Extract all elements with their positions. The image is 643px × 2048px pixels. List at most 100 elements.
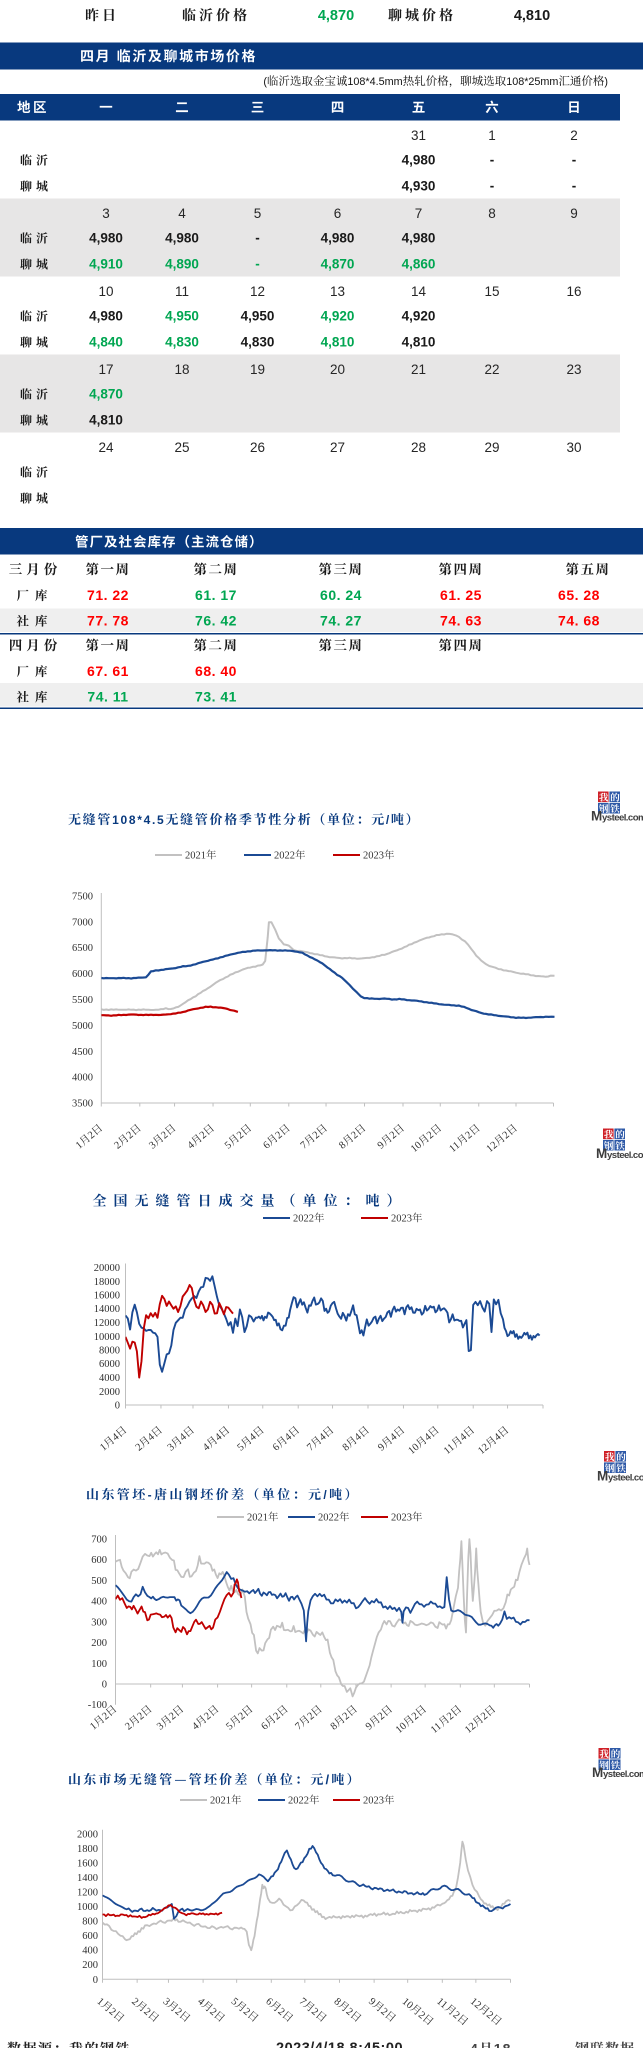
svg-text:4: 4 (470, 2041, 479, 2048)
svg-text:12: 12 (250, 284, 265, 299)
svg-text:10: 10 (409, 1140, 424, 1155)
svg-text:-: - (490, 179, 495, 194)
svg-text:12000: 12000 (94, 1318, 120, 1329)
svg-text:2: 2 (100, 1711, 111, 1723)
svg-text:4: 4 (423, 1431, 435, 1443)
svg-text:2: 2 (341, 1711, 352, 1723)
svg-text:8: 8 (337, 1140, 348, 1152)
svg-text:5: 5 (224, 1721, 235, 1733)
svg-text:2: 2 (306, 1711, 317, 1723)
svg-text:2023/4/18 8:45:00: 2023/4/18 8:45:00 (276, 2041, 403, 2048)
svg-text:8: 8 (488, 206, 496, 221)
svg-text:2: 2 (236, 1711, 247, 1723)
svg-text:2: 2 (445, 1711, 456, 1723)
svg-text:7: 7 (299, 1140, 310, 1152)
svg-text:/: / (386, 813, 391, 827)
svg-text:4,920: 4,920 (321, 309, 355, 324)
svg-text:108*25mm: 108*25mm (506, 76, 558, 88)
svg-text:4,870: 4,870 (321, 257, 355, 272)
svg-text:4,980: 4,980 (321, 231, 355, 246)
svg-text:76. 42: 76. 42 (195, 613, 237, 629)
svg-text:5: 5 (254, 206, 262, 221)
svg-text:9: 9 (570, 206, 578, 221)
svg-text:4,830: 4,830 (165, 335, 199, 350)
svg-text:4,980: 4,980 (402, 231, 436, 246)
svg-text:4500: 4500 (72, 1047, 93, 1058)
svg-text:2: 2 (123, 1721, 134, 1733)
svg-text:74. 11: 74. 11 (87, 689, 128, 705)
svg-text:7000: 7000 (72, 917, 93, 928)
svg-text:74. 68: 74. 68 (558, 613, 600, 629)
svg-text:2: 2 (376, 1711, 387, 1723)
svg-text:700: 700 (91, 1535, 107, 1546)
svg-text:1: 1 (88, 1721, 99, 1733)
svg-text:2: 2 (344, 2006, 355, 2018)
svg-text:22: 22 (484, 362, 499, 377)
svg-text:/: / (326, 1772, 332, 1787)
svg-text:4000: 4000 (72, 1073, 93, 1084)
svg-text:14: 14 (411, 284, 427, 299)
svg-text:4,950: 4,950 (241, 309, 275, 324)
svg-text:5: 5 (229, 1996, 240, 2008)
svg-text:2: 2 (202, 1711, 213, 1723)
svg-text:2: 2 (275, 2006, 286, 2018)
svg-text:2: 2 (464, 1130, 475, 1142)
svg-text:2: 2 (113, 1140, 124, 1152)
svg-text:2: 2 (125, 1130, 136, 1142)
svg-text:.com: .com (631, 1150, 643, 1161)
svg-text:5500: 5500 (72, 995, 93, 1006)
svg-text:4,860: 4,860 (402, 257, 436, 272)
svg-text:M: M (591, 809, 602, 824)
svg-text:18: 18 (494, 2041, 512, 2048)
svg-text:26: 26 (250, 440, 265, 455)
svg-text:4,870: 4,870 (318, 8, 354, 24)
svg-text:3: 3 (161, 1996, 172, 2008)
svg-text:-: - (572, 179, 577, 194)
svg-text:2021: 2021 (210, 1796, 231, 1807)
svg-text:6500: 6500 (72, 943, 93, 954)
svg-text:300: 300 (91, 1617, 107, 1628)
svg-text:6: 6 (271, 1442, 282, 1454)
svg-text:61. 17: 61. 17 (195, 587, 237, 603)
svg-text:28: 28 (411, 440, 426, 455)
svg-text:2: 2 (141, 2006, 152, 2018)
svg-text:2: 2 (479, 1711, 490, 1723)
svg-text:4,980: 4,980 (89, 231, 123, 246)
svg-text:2: 2 (501, 1130, 512, 1142)
svg-text:2022: 2022 (274, 851, 295, 862)
svg-text:4: 4 (178, 206, 186, 221)
svg-text:4,950: 4,950 (165, 309, 199, 324)
svg-text:-: - (255, 231, 260, 246)
svg-text:20000: 20000 (94, 1263, 120, 1274)
svg-text:4,830: 4,830 (241, 335, 275, 350)
svg-text:17: 17 (98, 362, 113, 377)
svg-text:20: 20 (330, 362, 345, 377)
svg-text:18: 18 (174, 362, 189, 377)
svg-text:2: 2 (410, 1711, 421, 1723)
svg-text:108*4.5mm: 108*4.5mm (347, 76, 402, 88)
svg-text:2021: 2021 (185, 851, 206, 862)
svg-text:6: 6 (260, 1721, 271, 1733)
svg-text:1600: 1600 (77, 1858, 98, 1869)
svg-text:67. 61: 67. 61 (87, 663, 129, 679)
svg-text:4,840: 4,840 (89, 335, 123, 350)
svg-text:2: 2 (198, 1130, 209, 1142)
svg-text:-100: -100 (88, 1700, 107, 1711)
svg-text:1400: 1400 (77, 1873, 98, 1884)
svg-text:2: 2 (159, 1130, 170, 1142)
svg-text:-: - (572, 153, 577, 168)
svg-text:2: 2 (135, 1711, 146, 1723)
svg-text:.com: .com (627, 1769, 643, 1780)
svg-text:800: 800 (82, 1917, 98, 1928)
svg-text:1: 1 (74, 1140, 85, 1152)
svg-text:2: 2 (134, 1442, 145, 1454)
svg-text:.com: .com (632, 1473, 643, 1484)
svg-text:4: 4 (388, 1431, 400, 1443)
svg-text:3: 3 (155, 1721, 166, 1733)
svg-text:12: 12 (463, 1721, 478, 1736)
svg-text:2: 2 (388, 1130, 399, 1142)
svg-text:8: 8 (329, 1721, 340, 1733)
svg-text:2: 2 (450, 2010, 461, 2022)
svg-text:74. 27: 74. 27 (320, 613, 362, 629)
svg-text:4,810: 4,810 (321, 335, 355, 350)
